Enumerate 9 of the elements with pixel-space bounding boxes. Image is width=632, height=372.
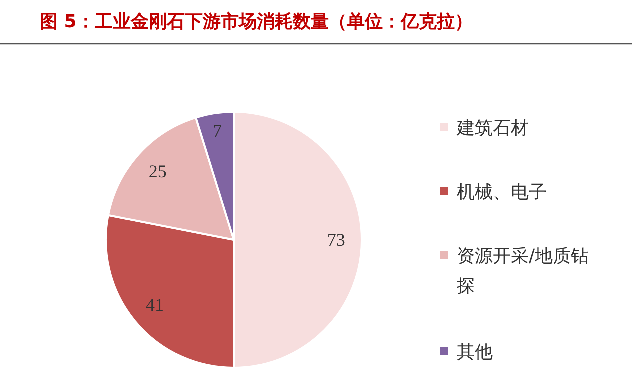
data-label: 25	[148, 162, 167, 182]
legend-label: 其他	[457, 342, 493, 362]
legend-label: 机械、电子	[457, 182, 547, 202]
chart-title: 图 5：工业金刚石下游市场消耗数量（单位：亿克拉）	[40, 12, 473, 32]
legend-label: 建筑石材	[456, 118, 529, 138]
data-label: 41	[146, 295, 164, 316]
data-label: 7	[212, 121, 222, 142]
data-label: 73	[327, 230, 346, 250]
legend-label: 资源开采/地质钻探	[457, 246, 590, 296]
